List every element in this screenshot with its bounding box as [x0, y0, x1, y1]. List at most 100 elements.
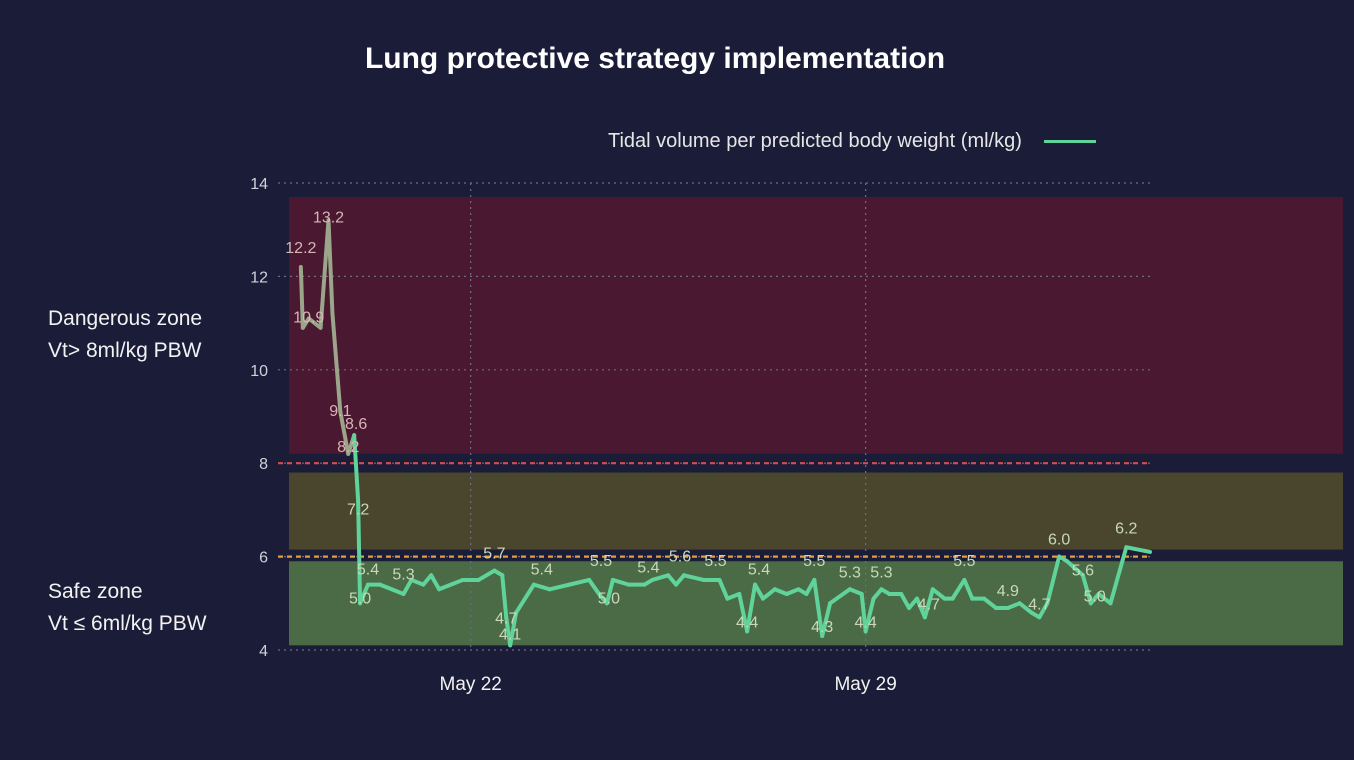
series-segment	[1005, 601, 1022, 610]
series-segment	[760, 587, 777, 601]
y-tick-label: 14	[250, 176, 268, 193]
series-segment	[674, 573, 686, 587]
y-tick-label: 4	[259, 643, 268, 660]
series-segment	[737, 591, 750, 634]
data-label: 5.5	[704, 553, 726, 570]
legend-swatch	[1043, 140, 1096, 143]
danger-zone-title: Dangerous zone	[48, 307, 203, 330]
danger-zone-band	[289, 197, 1343, 454]
series-segment	[784, 587, 801, 596]
y-tick-label: 6	[259, 550, 268, 567]
series-segment	[666, 573, 679, 587]
chart-title: Lung protective strategy implementation	[364, 42, 946, 75]
data-label: 5.4	[357, 562, 379, 579]
data-label: 4.7	[918, 596, 940, 613]
series-segment	[1124, 545, 1152, 554]
series-segment	[429, 573, 442, 592]
x-tick-label: May 29	[834, 674, 896, 695]
y-tick-label: 8	[259, 456, 268, 473]
series-segment	[356, 498, 363, 606]
data-label: 10.9	[293, 309, 324, 326]
data-label: 5.6	[1072, 562, 1094, 579]
danger-zone-rule: Vt> 8ml/kg PBW	[48, 339, 202, 362]
series-segment	[914, 596, 927, 620]
data-label: 9.1	[329, 403, 351, 420]
data-label: 5.0	[349, 590, 371, 607]
series-segment	[899, 591, 912, 610]
data-label: 5.4	[637, 560, 659, 577]
series-segment	[717, 577, 730, 601]
series-segment	[409, 577, 426, 587]
series-segment	[820, 601, 833, 638]
legend: Tidal volume per predicted body weight (…	[608, 130, 1096, 153]
series-segment	[1096, 591, 1113, 606]
data-label: 5.0	[598, 590, 620, 607]
series-segment	[610, 577, 631, 587]
data-label: 4.4	[736, 614, 758, 631]
series-segment	[950, 577, 967, 601]
series-segment	[1065, 559, 1085, 578]
series-segment	[326, 218, 335, 316]
series-segment	[318, 218, 331, 330]
series-segment	[531, 582, 552, 592]
series-segment	[1088, 591, 1101, 606]
data-label: 5.3	[870, 564, 892, 581]
safe-zone-rule: Vt ≤ 6ml/kg PBW	[48, 612, 207, 635]
data-label: 5.7	[483, 546, 505, 563]
series-segment	[962, 577, 975, 601]
series-segment	[982, 596, 998, 610]
data-label: 4.3	[811, 619, 833, 636]
series-segment	[358, 582, 370, 606]
data-label: 6.2	[1115, 520, 1137, 537]
series-segment	[847, 587, 864, 596]
series-segment	[500, 573, 509, 620]
series-segment	[298, 265, 305, 330]
series-segment	[772, 587, 789, 596]
series-segment	[930, 587, 947, 601]
series-segment	[401, 577, 414, 596]
data-label: 6.0	[1048, 532, 1070, 549]
data-label: 4.4	[855, 614, 877, 631]
series-segment	[1080, 573, 1093, 606]
data-label: 5.4	[748, 562, 770, 579]
series-segment	[476, 568, 497, 582]
series-segment	[1108, 545, 1129, 606]
series-segment	[828, 587, 852, 606]
y-tick-label: 10	[250, 363, 268, 380]
danger-zone-annotation: Dangerous zone Vt> 8ml/kg PBW	[48, 303, 202, 367]
series-segment	[1017, 601, 1034, 615]
series-segment	[922, 587, 935, 620]
x-tick-label: May 22	[440, 674, 502, 695]
series-segment	[306, 316, 323, 330]
series-segment	[567, 577, 592, 587]
safe-zone-annotation: Safe zone Vt ≤ 6ml/kg PBW	[48, 576, 207, 640]
series-segment	[389, 587, 406, 596]
series-segment	[859, 591, 868, 634]
series-segment	[753, 582, 765, 601]
series-segment	[547, 582, 572, 592]
series-segment	[338, 409, 351, 456]
data-label: 12.2	[285, 240, 316, 257]
data-label: 4.7	[1028, 596, 1050, 613]
data-label: 8.6	[345, 416, 367, 433]
data-label: 4.7	[495, 610, 517, 627]
data-label: 4.1	[499, 626, 521, 643]
data-label: 5.3	[392, 566, 414, 583]
y-tick-label: 12	[250, 269, 268, 286]
data-label: 8.2	[337, 439, 359, 456]
series-segment	[330, 311, 343, 414]
series-segment	[437, 582, 453, 592]
series-segment	[745, 582, 758, 634]
data-label: 5.4	[531, 562, 553, 579]
series-segment	[812, 577, 825, 638]
series-segment	[352, 433, 361, 503]
data-label: 4.9	[997, 583, 1019, 600]
data-label: 5.6	[669, 548, 691, 565]
series-segment	[725, 591, 742, 601]
series-segment	[1045, 554, 1062, 606]
data-label: 5.5	[590, 553, 612, 570]
series-segment	[650, 573, 671, 582]
caution-zone-band	[289, 472, 1343, 550]
series-segment	[377, 582, 394, 592]
